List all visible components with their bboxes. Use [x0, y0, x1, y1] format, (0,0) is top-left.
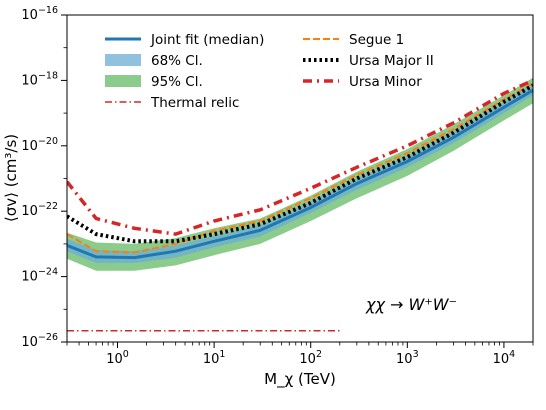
- legend-swatch: [105, 75, 141, 87]
- legend-item-thermal-relic: Thermal relic: [105, 95, 239, 111]
- legend-item-68-cl: 68% Cl.: [105, 53, 203, 69]
- process-annotation: χχ → W⁺W⁻: [365, 295, 457, 314]
- legend: Joint fit (median) 68% Cl. 95% Cl. Thermal …: [105, 32, 434, 111]
- legend-label: Thermal relic: [150, 95, 239, 111]
- x-tick-label: 103: [396, 349, 419, 367]
- y-tick-label: 10−24: [21, 267, 58, 285]
- y-axis-ticks: 10−26 10−24 10−22 10−20 10−18 10−16: [21, 5, 67, 350]
- legend-item-segue-1: Segue 1: [303, 32, 404, 48]
- y-tick-label: 10−20: [21, 136, 58, 154]
- legend-label: 95% Cl.: [151, 74, 203, 90]
- y-tick-label: 10−26: [21, 332, 58, 350]
- y-tick-label: 10−18: [21, 70, 58, 88]
- x-tick-label: 100: [106, 349, 129, 367]
- legend-item-ursa-major-ii: Ursa Major II: [303, 53, 434, 69]
- legend-item-ursa-minor: Ursa Minor: [303, 74, 422, 90]
- lines-layer: [67, 78, 533, 332]
- x-tick-label: 102: [299, 349, 322, 367]
- y-tick-label: 10−22: [21, 201, 58, 219]
- legend-label: Joint fit (median): [150, 32, 264, 48]
- y-axis-label: ⟨σv⟩ (cm³/s): [2, 134, 20, 222]
- legend-swatch: [105, 54, 141, 66]
- x-axis-ticks: 100 101 102 103 104: [66, 342, 534, 367]
- x-axis-label: M_χ (TeV): [264, 370, 336, 389]
- y-tick-label: 10−16: [21, 5, 58, 23]
- legend-item-joint-fit-median: Joint fit (median): [105, 32, 264, 48]
- x-tick-label: 104: [493, 349, 516, 367]
- joint-fit-median-line: [67, 88, 533, 260]
- legend-label: Ursa Major II: [349, 53, 434, 69]
- legend-item-95-cl: 95% Cl.: [105, 74, 203, 90]
- x-tick-label: 101: [203, 349, 226, 367]
- ursa-major-ii-line: [67, 83, 533, 244]
- legend-label: Ursa Minor: [349, 74, 422, 90]
- legend-label: 68% Cl.: [151, 53, 203, 69]
- segue-1-line: [67, 82, 533, 254]
- legend-label: Segue 1: [349, 32, 404, 48]
